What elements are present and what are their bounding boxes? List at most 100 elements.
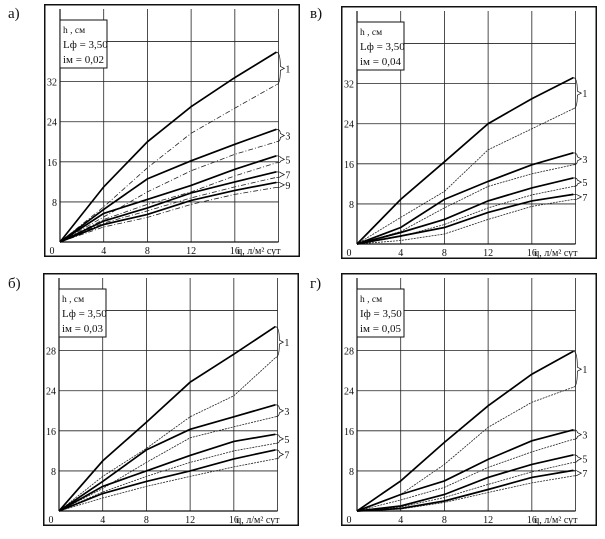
curve-bracket [275, 433, 285, 444]
legend-box [356, 288, 405, 338]
series-line-dashed-1 [58, 357, 276, 512]
x-tick-label: 16 [527, 248, 537, 259]
x-tick-label: 4 [398, 515, 403, 526]
legend-box [58, 288, 107, 338]
series-line-solid-1 [58, 325, 276, 512]
x-tick-label: 4 [101, 246, 106, 257]
curve-label: 7 [582, 469, 587, 480]
panel-label-v: в) [310, 6, 323, 22]
series-line-dashed-5 [59, 162, 277, 243]
x-tick-label: 12 [483, 248, 493, 259]
series-line-dashed-5 [58, 443, 276, 512]
curve-bracket [573, 429, 583, 440]
curve-label: 1 [284, 338, 289, 349]
x-tick-label: 16 [527, 515, 537, 526]
y-tick-label: 28 [344, 347, 354, 358]
legend-text: Lф = 3,50 [63, 39, 108, 51]
panel-label-b: б) [8, 276, 21, 292]
y-tick-label: 16 [344, 160, 354, 171]
curve-bracket [276, 182, 286, 188]
curve-label: 7 [582, 193, 587, 204]
curve-bracket [275, 449, 285, 460]
series-line-dashed-3 [356, 438, 574, 512]
curve-label: 3 [582, 431, 587, 442]
y-tick-label: 24 [46, 387, 56, 398]
curve-label: 5 [284, 435, 289, 446]
curve-bracket [573, 454, 583, 463]
series-line-dashed-1 [59, 84, 277, 243]
x-tick-label: 16 [229, 515, 239, 526]
x-tick-label: 12 [483, 515, 493, 526]
curve-bracket [276, 128, 286, 143]
legend-text: Lф = 3,50 [62, 308, 107, 320]
legend-text: iм = 0,04 [360, 56, 401, 68]
curve-label: 1 [582, 365, 587, 376]
y-tick-label: 8 [51, 467, 56, 478]
series-line-dashed-7 [58, 458, 276, 512]
curve-label: 3 [285, 132, 290, 143]
legend-text: iм = 0,02 [63, 54, 104, 66]
curve-label: 1 [285, 64, 290, 75]
series-line-solid-3 [59, 128, 277, 243]
legend-text: h , см [360, 28, 382, 38]
curve-label: 9 [285, 181, 290, 192]
curve-label: 7 [285, 171, 290, 182]
y-tick-label: 24 [344, 120, 354, 131]
legend-box [356, 21, 405, 71]
series-line-solid-7 [356, 193, 574, 245]
curve-bracket [573, 470, 583, 477]
y-tick-label: 16 [47, 158, 57, 169]
x-axis-label: q, л/м² сут [236, 515, 280, 526]
y-tick-label: 8 [349, 200, 354, 211]
series-line-solid-7 [58, 449, 276, 512]
x-tick-label: 4 [100, 515, 105, 526]
series-line-solid-1 [356, 350, 574, 512]
series-line-solid-1 [356, 76, 574, 245]
x-tick-label: 8 [144, 515, 149, 526]
x-tick-label: 12 [186, 246, 196, 257]
y-tick-label: 8 [52, 198, 57, 209]
curve-bracket [276, 51, 286, 86]
series-line-dashed-7 [356, 199, 574, 245]
x-axis-label: q, л/м² сут [534, 515, 578, 526]
curve-bracket [573, 152, 583, 166]
x-axis-label: q, л/м² сут [237, 246, 281, 257]
curve-label: 1 [582, 89, 587, 100]
series-line-solid-3 [356, 428, 574, 512]
series-line-dashed-9 [59, 187, 277, 243]
legend-text: iм = 0,03 [62, 323, 103, 335]
curve-label: 7 [284, 450, 289, 461]
series-line-solid-7 [356, 469, 574, 512]
series-line-solid-5 [58, 433, 276, 512]
x-tick-label: 0 [347, 248, 352, 259]
curve-label: 5 [582, 455, 587, 466]
legend-text: Lф = 3,50 [360, 41, 405, 53]
series-line-dashed-1 [356, 386, 574, 512]
x-tick-label: 0 [50, 246, 55, 257]
legend-box [59, 19, 108, 69]
curve-label: 3 [284, 407, 289, 418]
y-tick-label: 32 [344, 80, 354, 91]
legend-text: iм = 0,05 [360, 323, 401, 335]
legend-text: h , см [360, 295, 382, 305]
y-tick-label: 8 [349, 467, 354, 478]
curve-label: 5 [285, 155, 290, 166]
x-tick-label: 0 [347, 515, 352, 526]
curve-bracket [573, 350, 583, 388]
y-tick-label: 16 [344, 427, 354, 438]
x-tick-label: 16 [230, 246, 240, 257]
y-tick-label: 16 [46, 427, 56, 438]
curve-bracket [573, 194, 583, 200]
series-line-solid-7 [59, 170, 277, 243]
series-line-solid-3 [58, 403, 276, 512]
legend-text: h , см [63, 26, 85, 36]
series-line-solid-3 [356, 151, 574, 245]
series-line-solid-1 [59, 51, 277, 243]
curve-bracket [573, 77, 583, 110]
legend-text: h , см [62, 295, 84, 305]
curve-bracket [276, 155, 286, 164]
series-line-dashed-1 [356, 108, 574, 245]
